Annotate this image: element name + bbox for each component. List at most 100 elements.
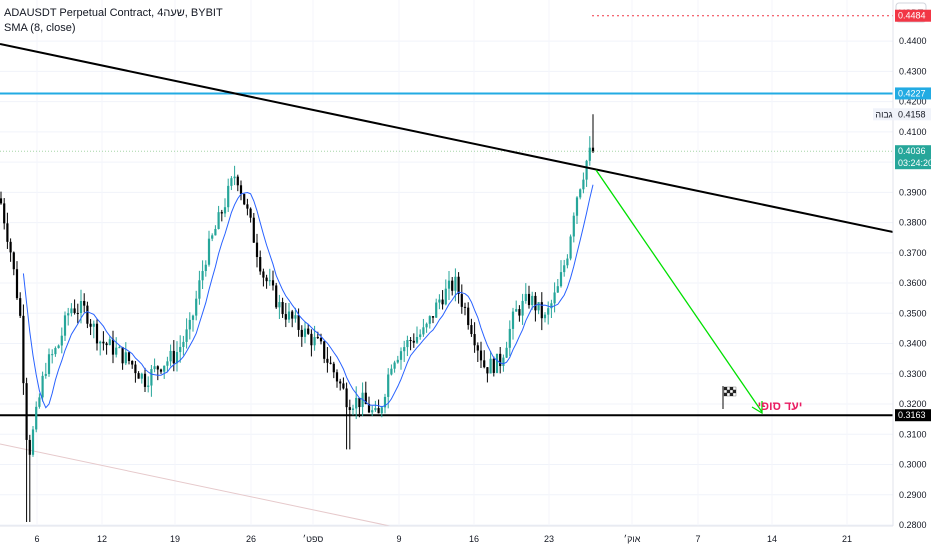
candle-up xyxy=(198,280,201,299)
candle-up xyxy=(31,429,35,455)
time-tick-label: 9 xyxy=(396,534,401,544)
candle-up xyxy=(444,288,447,305)
candle-down xyxy=(323,341,326,359)
candle-down xyxy=(159,369,163,372)
candle-up xyxy=(579,189,582,198)
candle-up xyxy=(211,235,214,239)
candle-up xyxy=(207,238,211,265)
high-caption-bg xyxy=(873,108,895,121)
candle-up xyxy=(438,299,441,303)
arrow-shaft xyxy=(595,169,763,413)
candle-up xyxy=(489,358,492,374)
candle-up xyxy=(419,334,422,338)
arrow-head xyxy=(751,401,763,415)
price-tick-label: 0.2800 xyxy=(899,520,927,530)
flag-cell xyxy=(723,386,728,391)
flag-cell xyxy=(729,392,734,397)
candle-up xyxy=(553,292,556,304)
price-tick-label: 0.3600 xyxy=(899,278,927,288)
flag-cell xyxy=(732,386,737,391)
candle-up xyxy=(92,323,95,327)
candle-down xyxy=(441,299,444,305)
last-price-tag-bg xyxy=(895,145,931,170)
candle-up xyxy=(47,354,51,375)
candle-down xyxy=(409,340,412,342)
time-tick-label: ספט׳ xyxy=(303,534,324,544)
high-caption: גבוה xyxy=(875,109,892,119)
candle-up xyxy=(147,385,150,387)
candle-down xyxy=(15,269,19,299)
candle-down xyxy=(467,307,470,326)
candle-down xyxy=(105,343,108,346)
candle-up xyxy=(383,396,387,408)
support-price-tag-bg xyxy=(895,409,931,422)
candle-down xyxy=(89,323,92,327)
candle-up xyxy=(454,276,457,291)
price-tick-label: 0.3900 xyxy=(899,187,927,197)
candle-up xyxy=(35,406,38,430)
candle-up xyxy=(406,340,409,348)
candle-down xyxy=(326,358,329,363)
candle-up xyxy=(380,407,383,414)
candle-down xyxy=(492,358,495,373)
price-tick-label: 0.3700 xyxy=(899,248,927,258)
candle-up xyxy=(422,327,425,335)
support-price-tag-label: 0.3163 xyxy=(898,410,926,420)
candle-down xyxy=(332,363,335,373)
candle-up xyxy=(502,357,505,367)
price-tick-label: 0.4300 xyxy=(899,66,927,76)
candle-up xyxy=(185,329,188,342)
price-tick-label: 0.3800 xyxy=(899,218,927,228)
candle-up xyxy=(169,350,172,362)
candle-up xyxy=(179,346,182,353)
flag-cell xyxy=(723,392,728,397)
candle-up xyxy=(79,300,83,313)
projection-arrow xyxy=(595,169,763,415)
flag-cell xyxy=(729,386,734,391)
last-price-tag-label: 0.4036 xyxy=(898,146,926,156)
time-axis[interactable] xyxy=(0,526,932,550)
candle-up xyxy=(63,315,67,336)
candle-up xyxy=(201,271,204,281)
price-tick-label: 0.3300 xyxy=(899,369,927,379)
candle-up xyxy=(531,295,534,306)
candle-up xyxy=(204,264,207,272)
indicator-title[interactable]: SMA (8, close) xyxy=(4,22,76,34)
candle-up xyxy=(393,362,396,369)
candle-up xyxy=(559,272,563,287)
candle-up xyxy=(524,293,527,301)
candle-down xyxy=(473,334,476,346)
candle-down xyxy=(271,280,275,286)
symbol-title[interactable]: ADAUSDT Perpetual Contract, 4שעה, BYBIT xyxy=(4,7,223,19)
candle-up xyxy=(191,315,195,320)
candle-up xyxy=(124,352,127,364)
candle-up xyxy=(447,280,451,289)
candle-down xyxy=(479,350,483,361)
flag-cell xyxy=(732,392,737,397)
candle-down xyxy=(22,315,25,384)
candle-up xyxy=(582,179,585,190)
candle-up xyxy=(387,374,390,397)
time-tick-label: 26 xyxy=(246,534,256,544)
candle-down xyxy=(236,176,239,186)
candle-down xyxy=(342,383,345,389)
candle-down xyxy=(518,309,521,316)
candle-up xyxy=(521,300,524,316)
candle-down xyxy=(412,340,415,343)
candle-down xyxy=(220,212,223,214)
candle-down xyxy=(460,294,463,307)
candle-up xyxy=(60,335,63,346)
candle-down xyxy=(259,257,262,272)
candle-up xyxy=(108,339,111,346)
candle-up xyxy=(505,347,508,358)
candle-down xyxy=(249,208,252,218)
flag-cell xyxy=(729,389,734,394)
candle-up xyxy=(67,313,70,316)
candle-up xyxy=(182,341,185,347)
candle-up xyxy=(227,185,230,208)
candle-up xyxy=(230,178,233,186)
candle-up xyxy=(374,408,377,411)
candle-up xyxy=(278,302,281,308)
candle-up xyxy=(118,347,121,349)
